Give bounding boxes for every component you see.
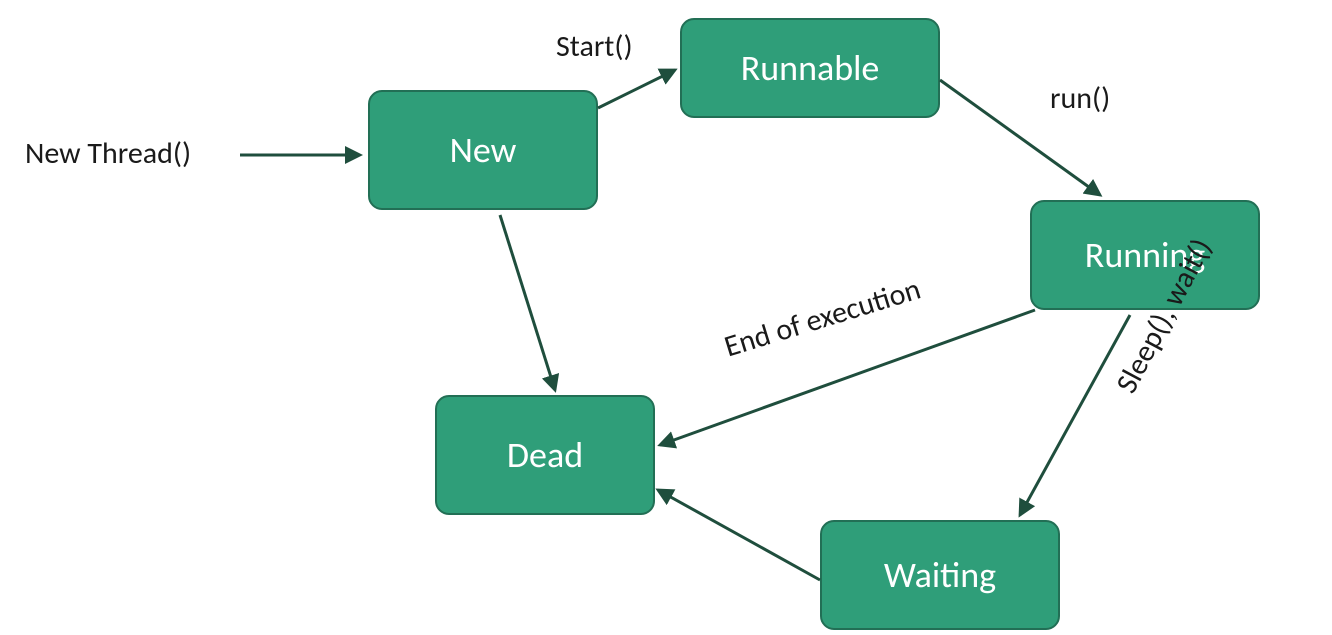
node-running: Running [1030, 200, 1260, 310]
node-new-label: New [450, 128, 517, 172]
node-waiting: Waiting [820, 520, 1060, 630]
edge-label-run: run() [1050, 80, 1110, 117]
node-dead: Dead [435, 395, 655, 515]
node-runnable: Runnable [680, 18, 940, 118]
node-new: New [368, 90, 598, 210]
edge-label-new-thread: New Thread() [25, 135, 191, 172]
edge-label-start: Start() [556, 28, 633, 65]
node-waiting-label: Waiting [884, 553, 996, 597]
edges-svg [0, 0, 1332, 635]
edge-label-end-exec: End of execution [720, 271, 925, 366]
node-runnable-label: Runnable [741, 46, 880, 90]
node-dead-label: Dead [507, 433, 583, 477]
